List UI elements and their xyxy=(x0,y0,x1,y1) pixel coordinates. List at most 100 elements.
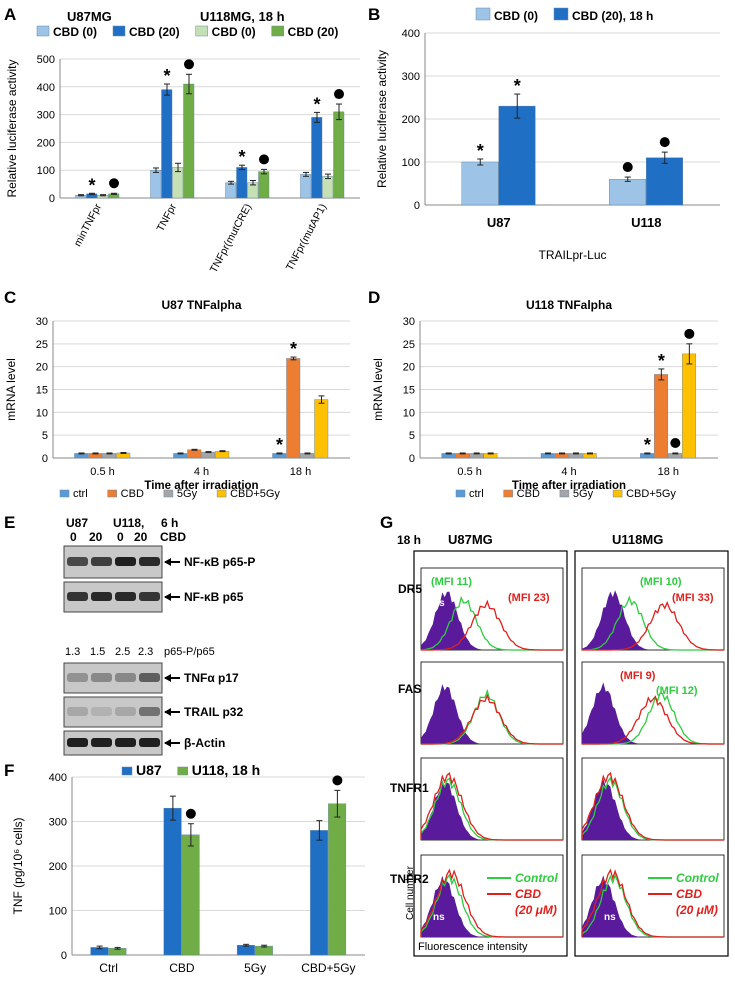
flow-time: 18 h xyxy=(397,533,421,547)
wb-band-label: β-Actin xyxy=(184,736,225,750)
a-category-label: TNFpr xyxy=(155,201,180,233)
b-ylabel: Relative luciferase activity xyxy=(375,50,389,188)
panel-a-title-u118: U118MG, 18 h xyxy=(200,9,285,24)
a-legend-label: CBD (20) xyxy=(288,25,339,39)
b-legend-swatch xyxy=(553,7,569,21)
c-significance-star: * xyxy=(290,339,297,359)
c-category-label: 4 h xyxy=(194,466,209,478)
c-legend-label: 5Gy xyxy=(177,488,198,500)
chart-d: 0 5 10 15 20 25 30 mRNA level U118 TNFalpha Time … xyxy=(371,298,718,500)
wb-band xyxy=(91,738,112,747)
flow-histogram-line xyxy=(420,772,563,841)
a-bar xyxy=(225,182,237,199)
wb-ratio-4: 2.3 xyxy=(138,646,153,658)
f-bar xyxy=(310,830,329,956)
d-significance-star: * xyxy=(658,351,665,371)
flow-isotype-fill xyxy=(421,875,563,937)
flow-row-dr5: DR5 xyxy=(398,582,422,596)
panel-a-title-u87: U87MG xyxy=(67,9,112,24)
panel-letter-d: D xyxy=(368,288,380,307)
flow-mfi-label: (MFI 12) xyxy=(656,685,698,697)
flow-legend-cbd: CBD xyxy=(515,887,541,901)
b-legend-label: CBD (20), 18 h xyxy=(572,9,653,23)
b-bar xyxy=(461,161,499,206)
f-bar xyxy=(328,803,347,956)
f-legend-label: U87 xyxy=(136,762,162,778)
f-significance-dot xyxy=(332,775,343,786)
b-bar xyxy=(609,178,646,206)
c-ytick-label: 20 xyxy=(36,362,48,374)
f-bar xyxy=(236,945,255,956)
wb-ratio-3: 2.5 xyxy=(115,646,130,658)
flow-ylabel: Cell number xyxy=(405,865,416,920)
flow-isotype-fill xyxy=(582,590,724,650)
flow-mfi-label: (MFI 10) xyxy=(640,576,682,588)
f-ytick-label: 200 xyxy=(49,861,67,873)
b-ytick-label: 0 xyxy=(414,200,420,212)
wb-band xyxy=(67,707,88,716)
c-ytick-label: 25 xyxy=(36,339,48,351)
chart-f: 0 100 200 300 400 TNF (pg/10⁶ cells) Ctrl CBD 5G… xyxy=(11,762,365,975)
b-xlabel: TRAILpr-Luc xyxy=(538,248,606,262)
a-significance-star: * xyxy=(163,66,170,86)
d-legend-label: 5Gy xyxy=(573,488,594,500)
b-ytick-label: 200 xyxy=(402,114,420,126)
panel-letter-a: A xyxy=(4,5,16,24)
a-legend-swatch xyxy=(36,25,50,37)
d-significance-dot xyxy=(670,437,681,448)
flow-row-tnfr1: TNFR1 xyxy=(390,781,429,795)
flow-isotype-fill xyxy=(582,682,724,744)
d-category-label: 18 h xyxy=(658,466,679,478)
flow-isotype-fill xyxy=(421,684,563,744)
flow-mfi-label: (MFI 23) xyxy=(508,592,550,604)
d-legend-label: CBD+5Gy xyxy=(626,488,676,500)
d-ytick-label: 10 xyxy=(403,407,415,419)
flow-histogram-line xyxy=(581,868,724,938)
d-title: U118 TNFalpha xyxy=(526,298,612,312)
wb-band xyxy=(115,592,136,601)
f-significance-dot xyxy=(185,808,196,819)
c-legend-swatch xyxy=(216,489,227,498)
a-significance-star: * xyxy=(238,147,245,167)
a-ytick-label: 400 xyxy=(37,82,55,94)
a-bar xyxy=(333,111,345,199)
a-ytick-label: 200 xyxy=(37,137,55,149)
flow-ns-label: ns xyxy=(593,598,605,609)
wb-band xyxy=(139,592,160,601)
wb-band xyxy=(91,592,112,601)
wb-arrow-head xyxy=(164,558,171,566)
wb-col-3: 0 xyxy=(117,530,124,544)
wb-band xyxy=(91,673,112,682)
a-ytick-label: 100 xyxy=(37,165,55,177)
d-xlabel: Time after irradiation xyxy=(512,480,626,492)
c-bar xyxy=(215,450,230,459)
d-ytick-label: 25 xyxy=(403,339,415,351)
wb-ratio-2: 1.5 xyxy=(90,646,105,658)
f-category-label: CBD xyxy=(169,961,195,975)
b-bar xyxy=(646,157,683,206)
a-significance-dot xyxy=(334,89,344,100)
wb-arrow-head xyxy=(164,593,171,601)
c-category-label: 0.5 h xyxy=(90,466,114,478)
a-bar xyxy=(161,89,173,199)
b-significance-dot xyxy=(622,162,633,173)
flow-row-tnfr2: TNFR2 xyxy=(390,872,429,886)
flow-ns-label: ns xyxy=(604,912,616,923)
b-ytick-label: 300 xyxy=(402,71,420,83)
flow-legend-control: Control xyxy=(515,871,558,885)
chart-b: 0 100 200 300 400 Relative luciferase activit… xyxy=(375,7,720,262)
flow-row-fas: FAS xyxy=(398,682,421,696)
a-ytick-label: 300 xyxy=(37,110,55,122)
chart-c: 0 5 10 15 20 25 30 mRNA level U87 TNFalpha Time a… xyxy=(4,298,350,500)
wb-band xyxy=(139,707,160,716)
d-category-label: 4 h xyxy=(561,466,576,478)
b-significance-star: * xyxy=(477,141,484,161)
a-category-label: TNFpr(mutAP1) xyxy=(284,202,329,273)
f-bar xyxy=(181,834,200,956)
d-ytick-label: 20 xyxy=(403,362,415,374)
wb-band xyxy=(115,557,136,566)
c-legend-label: CBD xyxy=(121,488,144,500)
wb-band xyxy=(67,738,88,747)
wb-header-time: 6 h xyxy=(161,516,178,530)
flow-ns-label: ns xyxy=(433,912,445,923)
